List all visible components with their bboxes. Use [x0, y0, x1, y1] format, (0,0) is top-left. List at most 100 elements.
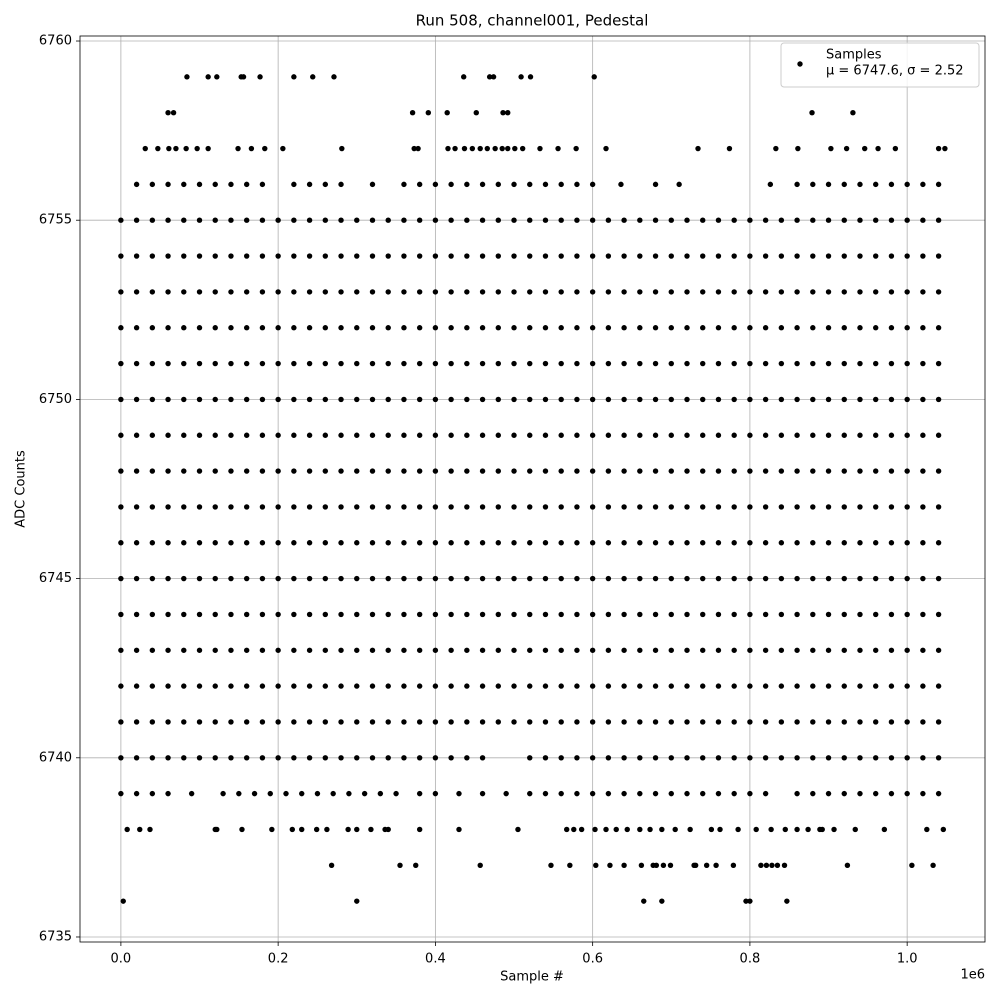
- data-point: [448, 468, 454, 474]
- data-point: [322, 504, 329, 510]
- data-point: [257, 74, 263, 80]
- data-point: [228, 719, 234, 725]
- data-point: [731, 253, 737, 259]
- data-point: [425, 109, 432, 116]
- data-point: [574, 325, 580, 331]
- data-point: [652, 719, 659, 725]
- data-point: [909, 862, 915, 869]
- data-point: [280, 145, 286, 152]
- data-point: [637, 217, 643, 223]
- data-point: [464, 289, 470, 295]
- data-point: [291, 289, 297, 295]
- data-point: [747, 289, 753, 295]
- data-point: [558, 289, 564, 295]
- data-point: [810, 360, 816, 367]
- data-point: [794, 540, 800, 546]
- data-point: [291, 432, 297, 438]
- data-point: [810, 253, 816, 259]
- data-point: [888, 683, 895, 689]
- data-point: [825, 683, 832, 689]
- data-point: [637, 540, 643, 546]
- data-point: [825, 432, 832, 438]
- data-point: [243, 325, 250, 331]
- data-point: [762, 217, 769, 223]
- data-point: [621, 468, 627, 474]
- data-point: [592, 826, 598, 833]
- data-point: [432, 253, 439, 259]
- data-point: [464, 719, 470, 725]
- data-point: [605, 575, 612, 582]
- data-point: [133, 683, 140, 689]
- data-point: [401, 432, 407, 438]
- data-point: [181, 575, 187, 582]
- data-point: [935, 396, 942, 403]
- data-point: [527, 575, 533, 582]
- data-point: [464, 575, 470, 582]
- data-point: [243, 611, 250, 618]
- data-point: [731, 611, 737, 618]
- data-point: [243, 289, 250, 295]
- data-point: [322, 432, 329, 438]
- data-point: [166, 145, 172, 152]
- data-point: [495, 540, 501, 546]
- data-point: [310, 74, 316, 80]
- data-point: [259, 611, 266, 618]
- data-point: [589, 253, 596, 259]
- data-point: [888, 575, 895, 582]
- data-point: [857, 683, 863, 689]
- data-point: [133, 253, 140, 259]
- data-point: [920, 181, 926, 188]
- data-point: [810, 504, 816, 510]
- data-point: [700, 325, 706, 331]
- data-point: [515, 826, 521, 833]
- data-point: [781, 862, 788, 869]
- data-point: [542, 325, 549, 331]
- data-point: [794, 396, 800, 403]
- data-point: [527, 360, 533, 367]
- data-point: [605, 253, 612, 259]
- data-point: [196, 755, 203, 761]
- data-point: [385, 253, 391, 259]
- data-point: [621, 504, 627, 510]
- data-point: [888, 181, 895, 188]
- data-point: [930, 862, 936, 869]
- data-point: [778, 396, 785, 403]
- data-point: [825, 253, 832, 259]
- data-point: [432, 181, 439, 188]
- data-point: [747, 647, 753, 653]
- data-point: [248, 145, 255, 152]
- data-point: [228, 647, 234, 653]
- data-point: [613, 826, 619, 833]
- data-point: [149, 396, 156, 403]
- data-point: [731, 647, 737, 653]
- data-point: [527, 719, 533, 725]
- data-point: [401, 611, 407, 618]
- data-point: [841, 611, 847, 618]
- data-point: [228, 575, 234, 582]
- data-point: [841, 396, 847, 403]
- data-point: [275, 611, 281, 618]
- data-point: [118, 790, 124, 797]
- data-point: [904, 289, 910, 295]
- data-point: [637, 575, 643, 582]
- data-point: [369, 217, 376, 223]
- data-point: [794, 719, 800, 725]
- data-point: [920, 432, 926, 438]
- data-point: [259, 575, 266, 582]
- data-point: [920, 647, 926, 653]
- data-point: [205, 145, 211, 152]
- data-point: [920, 683, 926, 689]
- x-offset-label: 1e6: [960, 968, 985, 983]
- data-point: [133, 181, 140, 188]
- data-point: [338, 181, 344, 188]
- data-point: [621, 862, 627, 869]
- data-point: [700, 468, 706, 474]
- data-point: [778, 360, 785, 367]
- data-point: [306, 289, 313, 295]
- data-point: [259, 540, 266, 546]
- data-point: [291, 611, 297, 618]
- data-point: [652, 181, 659, 188]
- data-point: [558, 790, 564, 797]
- data-point: [181, 360, 187, 367]
- data-point: [416, 181, 423, 188]
